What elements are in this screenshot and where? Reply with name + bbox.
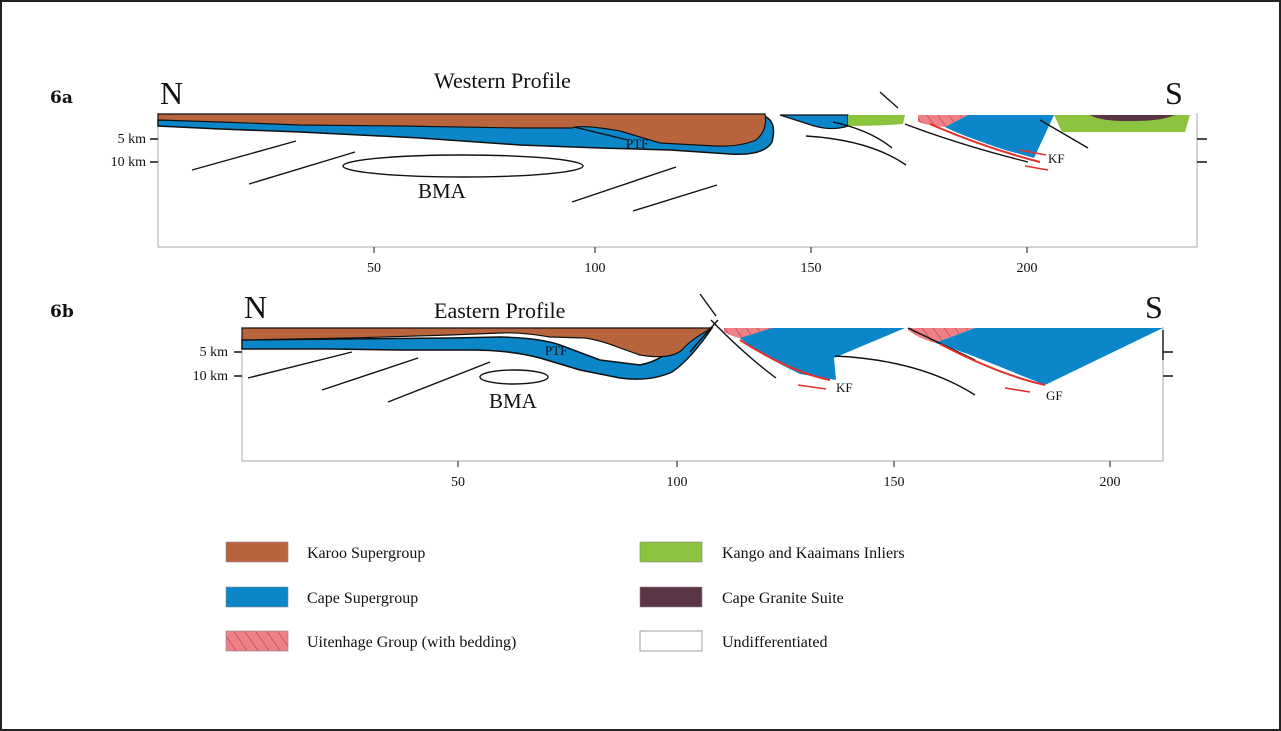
profile-title-6b: Eastern Profile	[434, 298, 565, 323]
ptf-label-6b: PTF	[545, 343, 567, 358]
ptf-label-6a: PTF	[626, 136, 648, 151]
legend-label-karoo: Karoo Supergroup	[307, 545, 425, 562]
kango-inlier-6a-left	[848, 115, 905, 126]
legend-swatch-karoo	[225, 541, 289, 563]
x-tick-200-6a: 200	[1017, 261, 1038, 276]
legend-label-kango: Kango and Kaaimans Inliers	[722, 545, 905, 562]
south-label-6a: S	[1165, 75, 1183, 111]
red-arrows-6a	[1019, 149, 1049, 171]
x-tick-100-6b: 100	[667, 475, 688, 490]
cape-granite-6a	[1090, 115, 1175, 122]
panel-label-6a: 6a	[50, 88, 73, 108]
depth-label-10km-6b: 10 km	[193, 369, 229, 384]
bma-ellipse-6a	[342, 154, 584, 178]
x-tick-150-6b: 150	[884, 475, 905, 490]
legend-swatch-kango	[639, 541, 703, 563]
legend-label-undifferentiated: Undifferentiated	[722, 634, 827, 651]
legend-swatch-uitenhage	[225, 630, 289, 652]
legend-swatch-undifferentiated	[639, 630, 703, 652]
panel-6a: 6a N S Western Profile	[50, 68, 1207, 276]
depth-label-5km-6a: 5 km	[118, 132, 147, 147]
panel-6b: 6b N S Eastern Profile	[50, 289, 1173, 490]
gf-label-6b: GF	[1046, 388, 1063, 403]
x-tick-50-6a: 50	[367, 261, 381, 276]
legend-label-granite: Cape Granite Suite	[722, 590, 844, 607]
south-label-6b: S	[1145, 289, 1163, 325]
uitenhage-6b-1	[724, 328, 772, 340]
x-tick-200-6b: 200	[1100, 475, 1121, 490]
red-arrows-6b	[797, 384, 1031, 393]
kf-label-6a: KF	[1048, 151, 1065, 166]
cape-block-6a	[945, 115, 1054, 158]
x-tick-100-6a: 100	[585, 261, 606, 276]
legend-swatch-granite	[639, 586, 703, 608]
north-label-6b: N	[244, 289, 267, 325]
red-fault-gf-6b	[939, 343, 1046, 386]
depth-label-10km-6a: 10 km	[111, 155, 147, 170]
legend-label-uitenhage: Uitenhage Group (with bedding)	[307, 634, 516, 651]
structure-lines-6a	[191, 91, 1089, 212]
bma-ellipse-6b	[479, 369, 549, 385]
axis-box-6a	[157, 113, 1198, 248]
legend-swatch-cape	[225, 586, 289, 608]
red-fault-kf-6b	[739, 339, 831, 381]
legend-label-cape: Cape Supergroup	[307, 590, 418, 607]
karoo-supergroup-6a	[157, 113, 767, 147]
karoo-supergroup-6b	[241, 327, 713, 358]
x-tick-50-6b: 50	[451, 475, 465, 490]
red-fault-6a	[929, 123, 1041, 163]
x-ticks-6a	[373, 247, 1028, 253]
depth-label-5km-6b: 5 km	[200, 345, 229, 360]
cape-block-6b-1	[740, 328, 905, 380]
uitenhage-6b-2	[908, 328, 975, 343]
cape-wedge-6a	[779, 114, 849, 130]
panel-label-6b: 6b	[50, 302, 74, 322]
kf-label-6b: KF	[836, 380, 853, 395]
bma-label-6a: BMA	[418, 179, 467, 203]
cape-block-6b-2	[935, 328, 1163, 385]
x-ticks-6b	[457, 461, 1111, 467]
x-tick-150-6a: 150	[801, 261, 822, 276]
bma-label-6b: BMA	[489, 389, 538, 413]
axis-box-6b	[241, 327, 1164, 462]
profile-title-6a: Western Profile	[434, 68, 571, 93]
cape-supergroup-6b	[241, 327, 714, 380]
legend: Karoo Supergroup Kango and Kaaimans Inli…	[225, 541, 905, 652]
north-label-6a: N	[160, 75, 183, 111]
